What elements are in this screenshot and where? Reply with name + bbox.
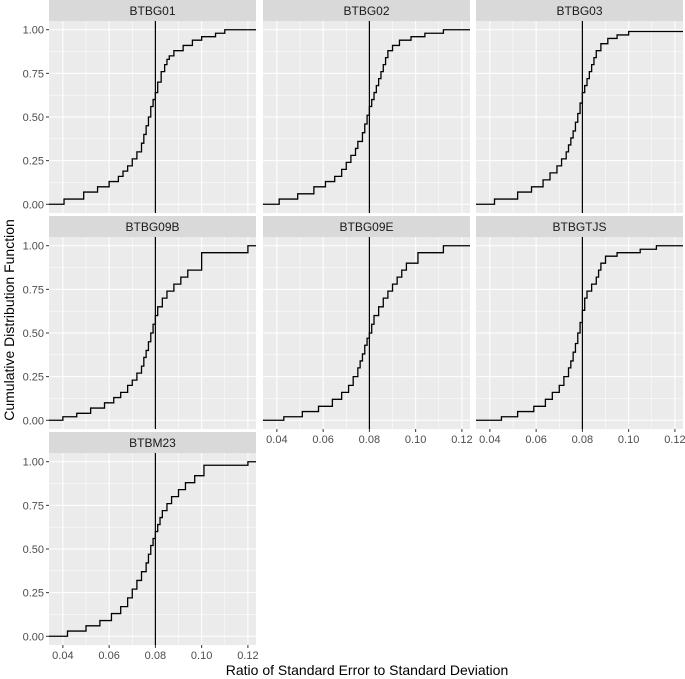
y-tick-label: 0.75 bbox=[23, 500, 44, 512]
x-axis-title: Ratio of Standard Error to Standard Devi… bbox=[226, 662, 509, 678]
x-tick-label: 0.06 bbox=[98, 650, 119, 662]
y-tick-label: 0.25 bbox=[23, 372, 44, 384]
cdf-step-line bbox=[476, 245, 683, 421]
facet-strip bbox=[476, 0, 683, 21]
facet-panel: BTBGTJS bbox=[476, 216, 683, 429]
x-tick-label: 0.08 bbox=[145, 650, 166, 662]
y-tick-label: 0.50 bbox=[23, 112, 44, 124]
facet-panel: BTBG01 0.00 0.25 0.50 0.75 1.00 bbox=[23, 0, 256, 213]
facet-strip bbox=[263, 0, 470, 21]
facet-strip-label: BTBG03 bbox=[556, 4, 602, 18]
facet-strip-label: BTBG02 bbox=[343, 4, 389, 18]
facet-panel: BTBG09B 0.00 0.25 0.50 0.75 1.00 bbox=[23, 216, 256, 429]
facet-panel: BTBG09E bbox=[263, 216, 470, 429]
x-tick-label: 0.06 bbox=[312, 434, 333, 446]
x-tick-label: 0.12 bbox=[237, 650, 258, 662]
facet-panels: BTBG01 0.00 0.25 0.50 0.75 1.00 BTBG02 BTBG03 BT… bbox=[23, 0, 683, 645]
x-tick-label: 0.12 bbox=[451, 434, 472, 446]
y-tick-label: 0.00 bbox=[23, 415, 44, 427]
x-tick-label: 0.10 bbox=[618, 434, 639, 446]
facet-strip bbox=[476, 216, 683, 237]
x-tick-label: 0.06 bbox=[525, 434, 546, 446]
x-tick-label: 0.04 bbox=[52, 650, 73, 662]
facet-strip bbox=[263, 216, 470, 237]
x-tick-label: 0.10 bbox=[405, 434, 426, 446]
facet-panel: BTBM23 0.00 0.25 0.50 0.75 1.00 bbox=[23, 432, 256, 645]
cdf-step-line bbox=[263, 29, 470, 205]
facet-strip-label: BTBM23 bbox=[129, 436, 176, 450]
y-tick-label: 1.00 bbox=[23, 25, 44, 37]
cdf-step-line bbox=[263, 245, 470, 421]
y-tick-label: 0.50 bbox=[23, 544, 44, 556]
cdf-step-line bbox=[49, 245, 256, 421]
y-axis-title: Cumulative Distribution Function bbox=[1, 219, 17, 421]
y-tick-label: 1.00 bbox=[23, 457, 44, 469]
cdf-step-line bbox=[49, 461, 256, 637]
facet-strip-label: BTBG01 bbox=[129, 4, 175, 18]
x-tick-label: 0.08 bbox=[359, 434, 380, 446]
facet-strip-label: BTBG09E bbox=[339, 220, 393, 234]
facet-strip bbox=[49, 216, 256, 237]
facet-panel: BTBG03 bbox=[476, 0, 683, 213]
x-axis-ticks: 0.04 0.06 0.08 0.10 0.12 0.04 0.06 0.08 0.10 0.12… bbox=[52, 429, 685, 662]
y-tick-label: 0.50 bbox=[23, 328, 44, 340]
x-tick-label: 0.08 bbox=[572, 434, 593, 446]
y-tick-label: 0.00 bbox=[23, 631, 44, 643]
facet-strip bbox=[49, 432, 256, 453]
y-tick-label: 1.00 bbox=[23, 241, 44, 253]
y-tick-label: 0.75 bbox=[23, 68, 44, 80]
facet-panel: BTBG02 bbox=[263, 0, 470, 213]
x-tick-label: 0.12 bbox=[664, 434, 685, 446]
y-tick-label: 0.25 bbox=[23, 588, 44, 600]
y-tick-label: 0.75 bbox=[23, 284, 44, 296]
x-tick-label: 0.04 bbox=[266, 434, 287, 446]
facet-strip-label: BTBGTJS bbox=[552, 220, 606, 234]
y-tick-label: 0.25 bbox=[23, 156, 44, 168]
x-tick-label: 0.04 bbox=[479, 434, 500, 446]
y-tick-label: 0.00 bbox=[23, 199, 44, 211]
x-tick-label: 0.10 bbox=[191, 650, 212, 662]
cdf-step-line bbox=[49, 29, 256, 205]
facet-strip bbox=[49, 0, 256, 21]
cdf-step-line bbox=[476, 30, 683, 205]
facet-strip-label: BTBG09B bbox=[125, 220, 179, 234]
